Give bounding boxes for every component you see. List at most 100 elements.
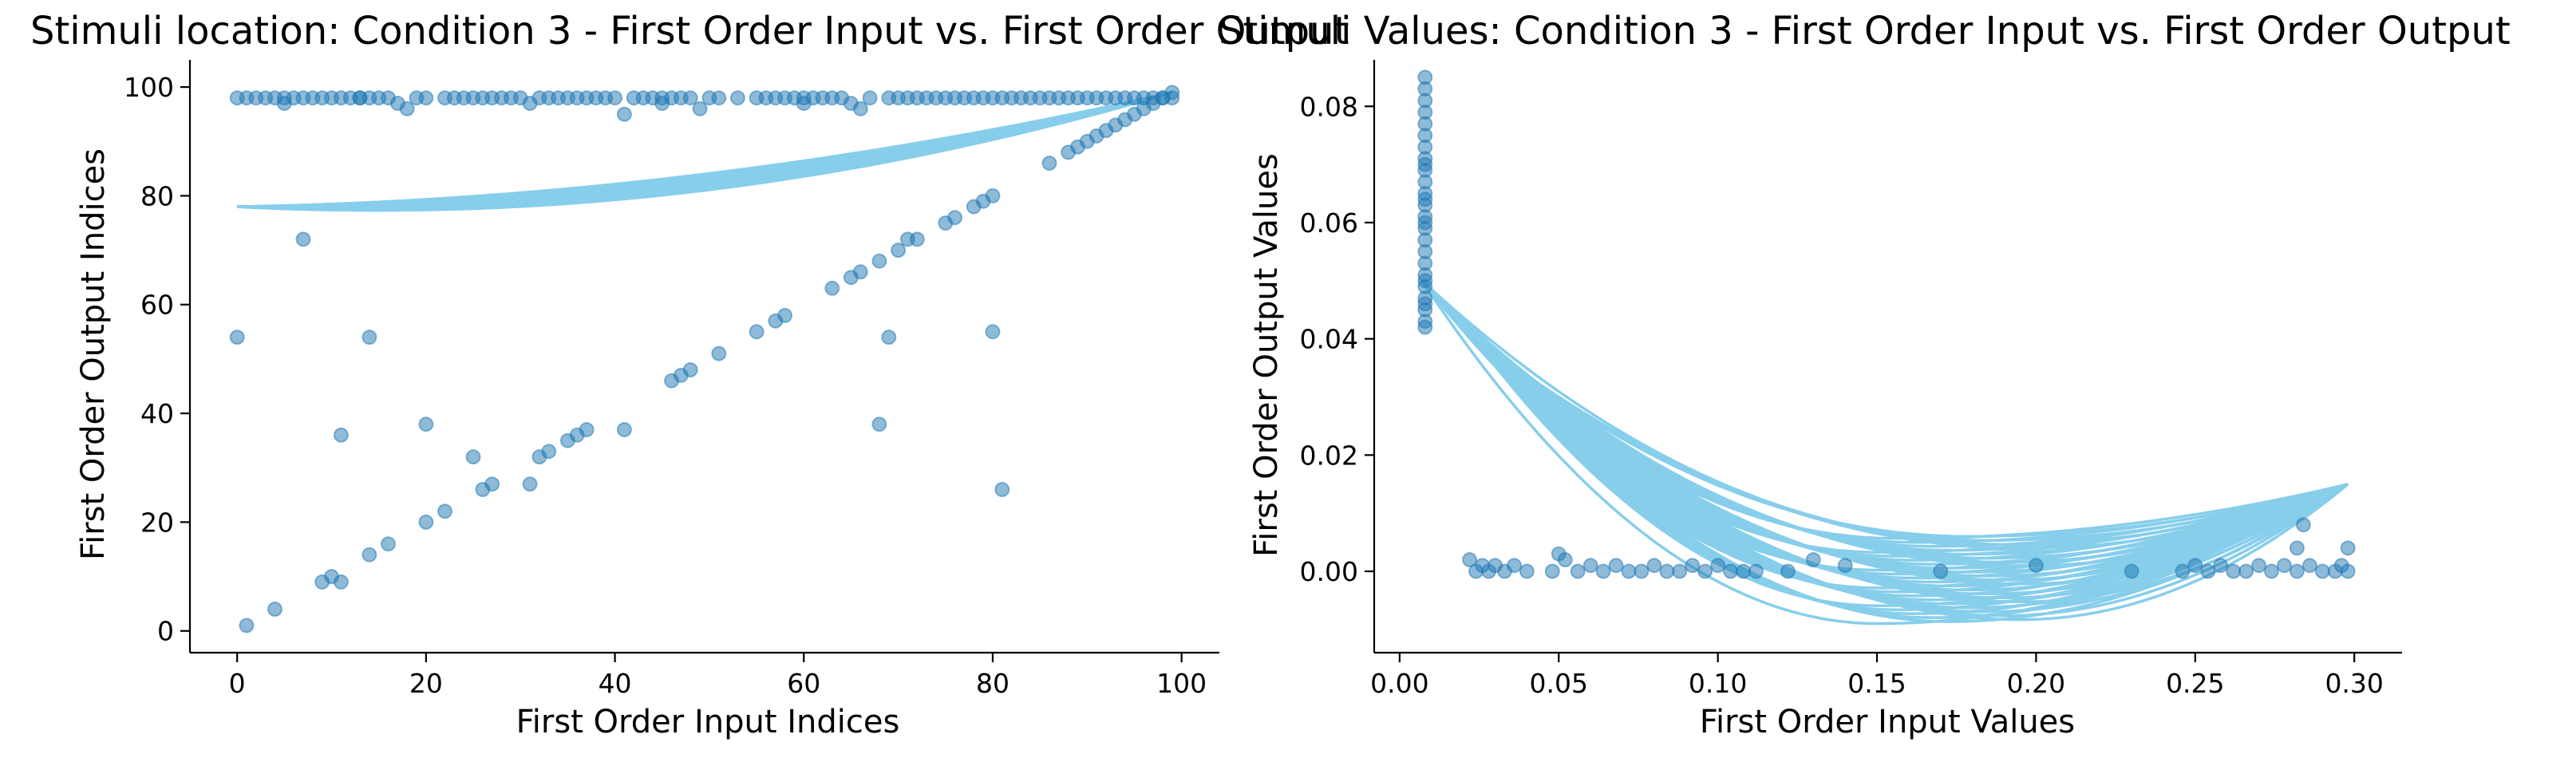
left-chart-y-tick-label: 80	[140, 180, 174, 211]
right-chart-point	[2301, 558, 2317, 574]
left-chart-x-tick-label: 0	[229, 668, 246, 699]
right-chart-y-tick-label: 0.00	[1300, 556, 1358, 587]
left-chart-point	[796, 96, 812, 111]
right-chart-point	[1417, 215, 1433, 231]
right-chart-x-tick-label: 0.30	[2325, 668, 2383, 699]
right-chart-point	[2314, 563, 2330, 579]
right-chart-point	[2200, 563, 2216, 579]
right-chart-point	[2340, 540, 2356, 556]
left-chart-y-tick-label: 0	[157, 616, 174, 647]
right-chart-point	[1417, 296, 1433, 312]
right-chart-point	[1805, 552, 1821, 567]
left-chart-point	[711, 345, 727, 361]
right-chart-point	[1417, 319, 1433, 335]
right-chart-y-ticks: 0.00 0.02 0.04 0.06 0.08	[1300, 91, 1374, 587]
left-chart-x-tick-label: 60	[787, 668, 820, 699]
left-chart-point	[437, 503, 452, 519]
left-chart-point	[777, 307, 793, 323]
left-chart-curve	[237, 91, 1173, 208]
right-chart-point	[2213, 558, 2229, 574]
right-chart-point	[1780, 563, 1796, 579]
left-chart-point	[654, 96, 670, 111]
right-chart-curve	[1468, 332, 2349, 606]
left-chart-point	[891, 243, 907, 259]
right-chart-x-tick-label: 0.00	[1370, 668, 1428, 699]
left-chart-point	[1164, 85, 1180, 101]
right-chart-y-tick-label: 0.08	[1300, 91, 1358, 122]
left-chart-point	[295, 231, 311, 247]
right-chart-point	[2295, 517, 2311, 533]
right-chart-point	[1595, 563, 1611, 579]
right-chart-y-tick-label: 0.04	[1300, 324, 1358, 355]
right-chart-x-tick-label: 0.20	[2007, 668, 2065, 699]
right-chart-curve	[1468, 332, 2349, 564]
right-chart: 0.00 0.05 0.10 0.15 0.20 0.25 0.30 0.000.020.0…	[1219, 9, 2511, 740]
left-chart-point	[1041, 156, 1057, 171]
right-chart-point	[1736, 563, 1752, 579]
right-chart-point	[1933, 563, 1949, 579]
left-chart-x-ticks: 0 20 40 60 80 100	[229, 653, 1207, 699]
right-chart-x-tick-label: 0.15	[1847, 668, 1906, 699]
right-chart-point	[1621, 563, 1637, 579]
left-chart-point	[947, 210, 963, 226]
right-chart-point	[1544, 563, 1560, 579]
right-chart-point	[2028, 558, 2044, 574]
left-chart-point	[985, 324, 1001, 340]
right-chart-point	[1417, 273, 1433, 289]
right-chart-point	[1685, 558, 1701, 574]
left-chart-y-axis-label: First Order Output Indices	[75, 148, 112, 560]
left-chart-point	[276, 96, 292, 111]
right-chart-title: Stimuli Values: Condition 3 - First Orde…	[1219, 9, 2511, 53]
right-chart-point	[1672, 563, 1688, 579]
right-chart-point	[1608, 558, 1624, 574]
left-chart-curves	[237, 91, 1173, 212]
right-chart-point	[1462, 552, 1478, 567]
left-chart-point	[418, 417, 434, 432]
left-chart-x-tick-label: 80	[976, 668, 1009, 699]
left-chart-point	[418, 90, 434, 106]
left-chart-x-tick-label: 100	[1156, 668, 1207, 699]
left-chart-point	[729, 90, 745, 106]
left-chart-point	[399, 101, 415, 116]
left-chart-point	[682, 90, 698, 106]
right-chart-point	[2175, 563, 2191, 579]
right-chart-curve	[1468, 332, 2349, 550]
left-chart-point	[333, 427, 349, 443]
left-chart-point	[484, 476, 500, 492]
left-chart-point	[871, 253, 887, 269]
left-chart-point	[749, 324, 765, 340]
left-chart-point	[852, 264, 868, 280]
left-chart-point	[522, 476, 538, 492]
right-chart-point	[1837, 558, 1853, 574]
left-chart-point	[711, 90, 727, 106]
right-chart-curve	[1420, 279, 2349, 578]
left-chart-point	[418, 514, 434, 530]
left-chart-point	[985, 188, 1001, 203]
left-chart-x-axis-label: First Order Input Indices	[516, 704, 900, 740]
right-chart-point	[1417, 191, 1433, 207]
left-chart-point	[871, 417, 887, 432]
right-chart-point	[1634, 563, 1650, 579]
right-chart-point	[1748, 563, 1764, 579]
left-chart-point	[229, 330, 245, 345]
right-chart-point	[1697, 563, 1713, 579]
left-chart-title: Stimuli location: Condition 3 - First Or…	[30, 9, 1349, 53]
left-chart-x-tick-label: 20	[409, 668, 443, 699]
right-chart-point	[1551, 546, 1567, 562]
left-chart-y-tick-label: 20	[140, 507, 174, 538]
left-chart-point	[994, 482, 1010, 497]
left-chart-point	[579, 422, 595, 437]
left-chart-point	[862, 90, 878, 106]
left-chart-point	[541, 444, 557, 460]
left-chart-points	[229, 85, 1180, 634]
right-chart-point	[1710, 558, 1726, 574]
left-chart-y-tick-label: 60	[140, 290, 174, 321]
left-chart-y-ticks: 0 20 40 60 80 100	[124, 72, 190, 647]
right-chart-x-tick-label: 0.25	[2166, 668, 2224, 699]
left-chart-point	[852, 101, 868, 116]
right-chart-point	[1582, 558, 1598, 574]
left-chart-point	[267, 602, 282, 617]
left-chart-x-tick-label: 40	[599, 668, 632, 699]
left-chart-point	[362, 547, 377, 563]
